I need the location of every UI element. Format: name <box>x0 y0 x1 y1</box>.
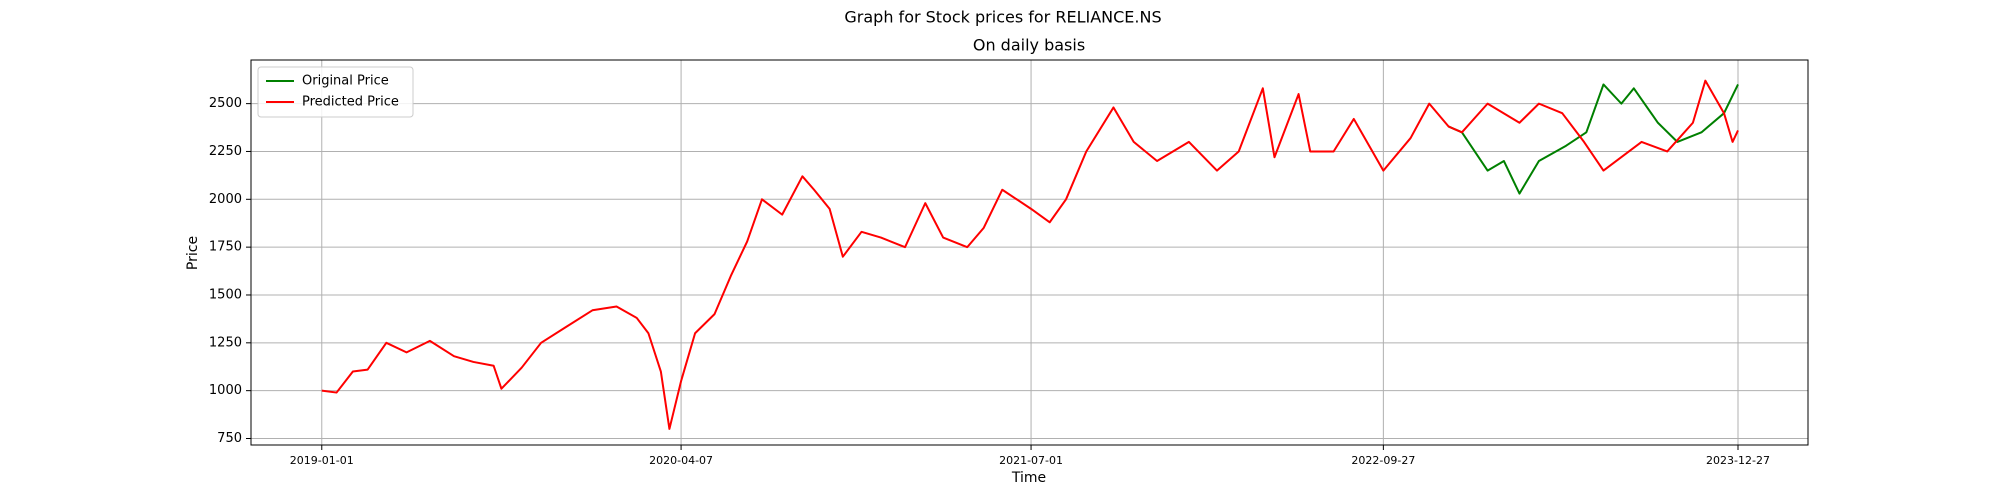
x-axis-label: Time <box>1011 470 1046 486</box>
x-tick-label: 2022-09-27 <box>1351 454 1415 467</box>
chart-subtitle: On daily basis <box>973 36 1085 55</box>
y-axis-label: Price <box>185 236 201 270</box>
y-tick-label: 1000 <box>209 383 242 398</box>
plot-frame <box>250 59 1809 446</box>
legend-label: Predicted Price <box>302 95 399 110</box>
line-series <box>321 79 1739 430</box>
y-tick-label: 2250 <box>209 144 242 159</box>
y-tick-label: 1500 <box>209 287 242 302</box>
y-tick-label: 2500 <box>209 96 242 111</box>
line-series <box>1448 83 1739 195</box>
legend-box <box>257 66 414 118</box>
y-tick-label: 1750 <box>209 240 242 255</box>
y-tick-label: 2000 <box>209 192 242 207</box>
y-tick-label: 1250 <box>209 335 242 350</box>
x-tick-label: 2023-12-27 <box>1706 454 1770 467</box>
x-tick-label: 2021-07-01 <box>999 454 1063 467</box>
y-tick-label: 750 <box>217 431 242 446</box>
x-tick-label: 2020-04-07 <box>649 454 713 467</box>
x-tick-label: 2019-01-01 <box>290 454 354 467</box>
chart-title: Graph for Stock prices for RELIANCE.NS <box>844 8 1161 27</box>
legend-label: Original Price <box>302 74 389 89</box>
